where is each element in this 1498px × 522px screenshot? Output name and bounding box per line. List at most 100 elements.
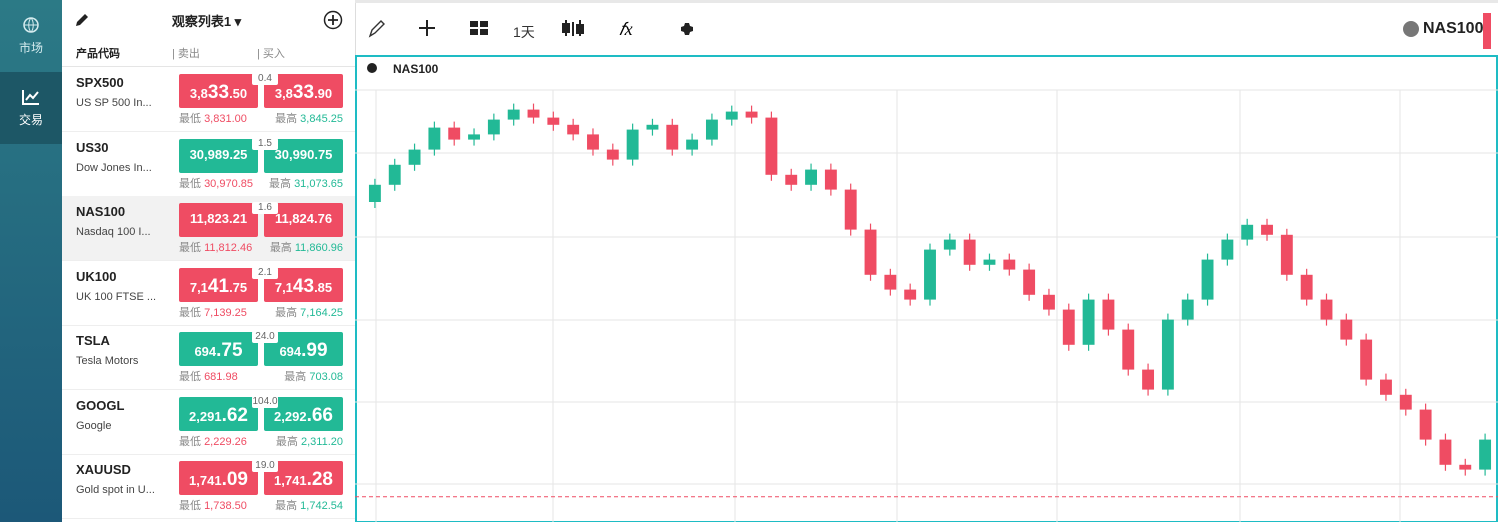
candle-icon[interactable] <box>562 20 584 36</box>
fx-icon[interactable]: 𝑓x <box>619 19 633 39</box>
price-part: .75 <box>314 146 333 162</box>
symbol: SPX500 <box>76 75 124 90</box>
buy-button[interactable]: 30,990.75 <box>264 138 343 173</box>
price-part: .75 <box>216 340 243 361</box>
watchlist-row[interactable]: GOOGL Google 2,291.62 2,292.66 104.0 最低 2,229… <box>62 390 355 455</box>
candle-body <box>1399 394 1412 410</box>
nav-market[interactable]: 市场 <box>0 0 62 72</box>
edge-button[interactable] <box>1483 13 1491 49</box>
candle-body <box>468 134 480 140</box>
sell-button[interactable]: 694.75 <box>179 332 258 366</box>
watchlist-title[interactable]: 观察列表1 ▾ <box>171 13 242 29</box>
toolbar-symbol: NAS100 <box>1423 20 1484 37</box>
nav-trade[interactable]: 交易 <box>0 72 62 144</box>
candle-body <box>1320 299 1333 320</box>
columns: 产品代码 | 卖出 | 买入 <box>62 40 355 67</box>
grid <box>355 89 1498 522</box>
symbol: UK100 <box>76 268 117 284</box>
spread: 0.4 <box>252 73 278 85</box>
info-icon[interactable] <box>367 63 377 73</box>
crosshair-icon[interactable] <box>419 20 435 36</box>
col-header: 产品代码 <box>76 48 120 60</box>
candle-body <box>725 111 738 120</box>
symbol: US30 <box>76 139 109 155</box>
price-part: 7,1 <box>274 279 293 295</box>
toolbar-icons: 𝑓x <box>368 13 1491 49</box>
candle-body <box>1082 299 1095 345</box>
price-chart: NAS100 <box>355 55 1498 522</box>
low-value: 2,229.26 <box>204 435 247 448</box>
price-part: .85 <box>314 279 333 295</box>
settings-icon[interactable] <box>681 23 693 35</box>
symbol: GOOGL <box>76 397 125 413</box>
watchlist-row[interactable]: TSLA Tesla Motors 694.75 694.99 24.0 最低 681.9… <box>62 325 355 390</box>
candle-body <box>1439 439 1452 465</box>
buy-button[interactable]: 1,741.28 <box>264 461 343 495</box>
price-part: .75 <box>229 279 248 295</box>
price-part: 43 <box>292 275 315 297</box>
price-part: 694 <box>194 344 217 359</box>
price-part: .90 <box>314 86 333 101</box>
price-part: .99 <box>301 340 328 361</box>
price-part: 30,989 <box>189 146 230 162</box>
candle-body <box>963 239 976 265</box>
chart-border <box>355 55 1498 522</box>
col-header: | 卖出 <box>172 48 200 60</box>
sell-button[interactable]: 1,741.09 <box>179 461 258 495</box>
sell-button[interactable]: 2,291.62 <box>179 396 258 431</box>
high-value: 7,164.25 <box>300 306 343 319</box>
low: 最低 681.98 <box>179 368 238 384</box>
interval[interactable]: 1天 <box>513 24 535 40</box>
add-icon[interactable] <box>323 10 343 30</box>
candle-body <box>864 229 877 275</box>
candle-body <box>1161 319 1174 390</box>
low: 最低 1,738.50 <box>179 497 247 513</box>
spread: 1.6 <box>252 202 278 214</box>
price-part: 1,741 <box>189 473 222 488</box>
high-value: 1,742.54 <box>300 500 343 512</box>
sell-button[interactable]: 3,8 33.50 <box>179 74 258 108</box>
high-label: 最高 <box>275 113 298 125</box>
buy-button[interactable]: 3,8 33.90 <box>264 74 343 108</box>
high-value: 11,860.96 <box>294 242 343 254</box>
candle-body <box>606 149 619 160</box>
candle-body <box>1280 234 1293 275</box>
price-part: .62 <box>221 404 248 426</box>
candle-body <box>1023 269 1036 295</box>
draw-icon[interactable] <box>368 20 385 38</box>
high: 最高 3,845.25 <box>275 110 343 126</box>
watchlist-row[interactable]: US30 Dow Jones In... 30,989.25 30,990.75 1.5… <box>62 132 355 197</box>
title-text: 观察列表1 <box>171 13 232 29</box>
description: Google <box>76 419 112 432</box>
high-label: 最高 <box>284 371 307 383</box>
price-part: 3,8 <box>274 86 293 101</box>
watchlist-row[interactable]: SPX500 US SP 500 In... 3,8 33.50 3,8 33.90 0.4… <box>62 67 355 132</box>
layout-icon[interactable] <box>470 21 488 35</box>
side-nav: 市场 交易 <box>0 0 62 522</box>
price-part: 41 <box>207 275 230 297</box>
edit-icon[interactable] <box>74 12 90 28</box>
trade-icon <box>22 89 39 105</box>
candle-body <box>527 109 540 118</box>
high-label: 最高 <box>275 500 298 512</box>
watchlist-row[interactable]: XAUUSD Gold spot in U... 1,741.09 1,741.28 1… <box>62 454 355 519</box>
sell-button[interactable]: 7,1 41.75 <box>179 267 258 302</box>
candle-body <box>646 124 659 130</box>
low-label: 最低 <box>179 435 201 448</box>
candle-body <box>547 117 560 125</box>
price-part: .21 <box>228 211 248 226</box>
price-part: .28 <box>306 469 333 490</box>
candle-body <box>487 119 500 135</box>
buy-button[interactable]: 11,824.76 <box>264 203 343 237</box>
watchlist-row[interactable]: NAS100 Nasdaq 100 I... 11,823.21 11,824.76 1… <box>62 196 355 261</box>
symbol: TSLA <box>76 333 110 348</box>
watchlist-row[interactable]: UK100 UK 100 FTSE ... 7,1 41.75 7,1 43.85 2.1 最… <box>62 261 355 326</box>
candle-body <box>507 109 520 120</box>
low-label: 最低 <box>179 306 201 319</box>
toolbar: 𝑓x 1天 NAS100 <box>355 0 1498 55</box>
candle-body <box>884 274 897 290</box>
sell-button[interactable]: 11,823.21 <box>179 203 258 237</box>
candle-body <box>408 149 421 165</box>
price-part: .09 <box>221 469 248 490</box>
sell-button[interactable]: 30,989.25 <box>179 138 258 173</box>
